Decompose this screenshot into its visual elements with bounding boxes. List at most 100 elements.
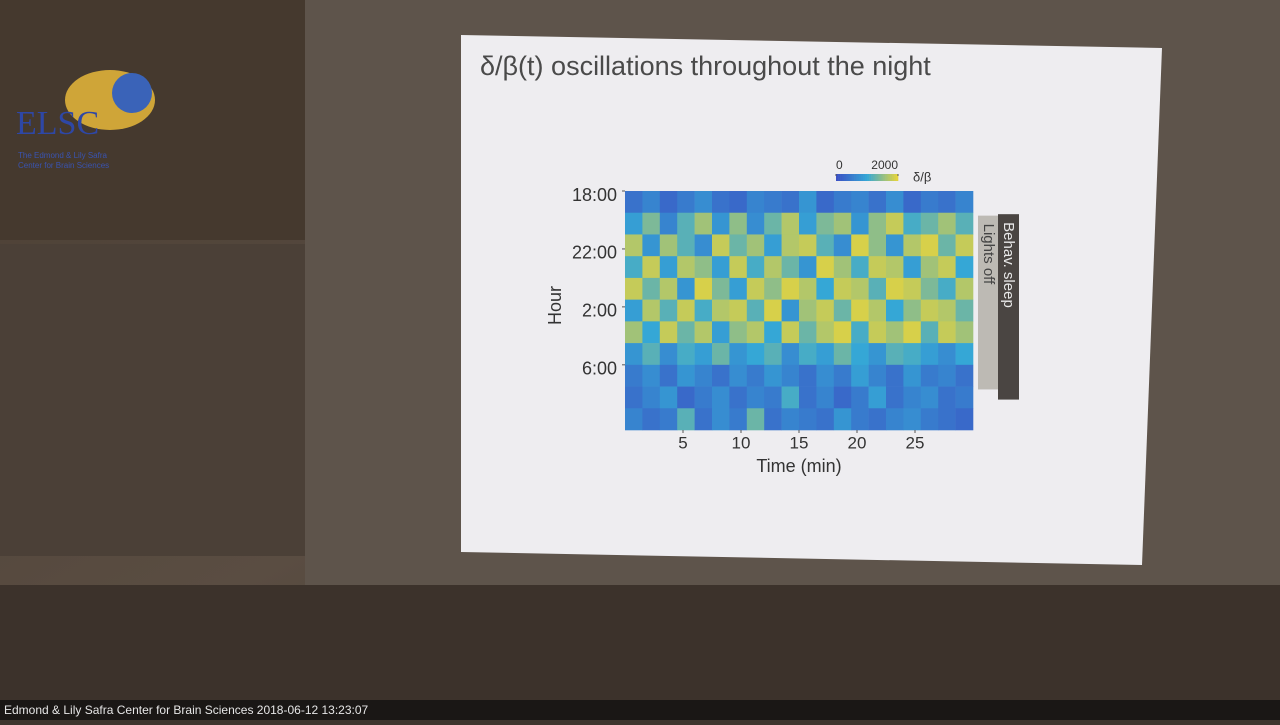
heat-cell	[677, 256, 695, 279]
heat-cell	[694, 408, 713, 431]
heat-cell	[868, 191, 887, 214]
heat-cell	[833, 277, 852, 300]
heat-cell	[729, 256, 748, 279]
heat-cell	[851, 299, 869, 322]
heat-cell	[642, 321, 661, 344]
heat-cell	[833, 191, 852, 214]
heat-cell	[764, 277, 782, 300]
heat-cell	[781, 408, 800, 431]
heat-cell	[833, 408, 852, 431]
heat-cell	[938, 234, 956, 257]
heat-cell	[625, 212, 643, 235]
logo-line: The Edmond & Lily Safra	[18, 151, 107, 160]
heat-cell	[764, 408, 782, 431]
heat-cell	[851, 321, 869, 344]
heat-cell	[746, 343, 765, 366]
heat-cell	[903, 234, 922, 257]
colorbar-segment	[885, 174, 888, 181]
heat-cell	[920, 408, 939, 431]
heat-cell	[868, 321, 887, 344]
heat-cell	[955, 212, 974, 235]
heat-cell	[625, 299, 643, 322]
heat-cell	[729, 191, 748, 214]
heat-cell	[677, 234, 695, 257]
heat-cell	[625, 191, 643, 214]
heat-cell	[642, 191, 661, 214]
heat-cell	[694, 321, 713, 344]
heat-cell	[659, 256, 678, 279]
heat-cell	[659, 277, 678, 300]
heat-cell	[920, 212, 939, 235]
heat-cell	[851, 386, 869, 409]
heat-cell	[920, 343, 939, 366]
heat-cell	[746, 212, 765, 235]
heat-cell	[920, 299, 939, 322]
x-tick-label: 5	[678, 433, 687, 452]
colorbar-segment	[871, 174, 874, 181]
band-bar	[978, 215, 999, 390]
heat-cell	[938, 386, 956, 409]
heat-cell	[903, 364, 922, 387]
heat-cell	[642, 408, 661, 431]
heat-cell	[712, 321, 730, 344]
heat-cell	[833, 343, 852, 366]
heat-cell	[729, 364, 748, 387]
colorbar-segment	[889, 174, 893, 181]
heat-cell	[694, 277, 713, 300]
heat-cell	[799, 321, 817, 344]
colorbar-segment	[850, 174, 853, 181]
heat-cell	[694, 256, 713, 279]
heat-cell	[746, 234, 765, 257]
heat-cell	[764, 256, 782, 279]
colorbar-segment	[854, 174, 857, 181]
heat-cell	[886, 343, 904, 366]
wall-panel	[0, 0, 305, 240]
heat-cell	[938, 277, 956, 300]
heat-cell	[886, 256, 904, 279]
heat-cell	[781, 386, 800, 409]
heat-cell	[781, 343, 800, 366]
heat-cell	[816, 364, 835, 387]
heat-cell	[799, 191, 817, 214]
heat-cell	[625, 364, 643, 387]
heat-cell	[729, 343, 748, 366]
heat-cell	[764, 343, 782, 366]
band-label: Behav. sleep	[1000, 222, 1017, 308]
colorbar-segment	[887, 174, 891, 181]
heat-cell	[920, 364, 939, 387]
colorbar-segment	[891, 174, 895, 181]
heat-cell	[903, 343, 922, 366]
heat-cell	[868, 277, 887, 300]
heat-cell	[816, 212, 835, 235]
heat-cell	[694, 191, 713, 214]
heat-cell	[868, 212, 887, 235]
heat-cell	[816, 321, 835, 344]
heat-cell	[886, 386, 904, 409]
heat-cell	[851, 343, 869, 366]
footer-text: Edmond & Lily Safra Center for Brain Sci…	[4, 703, 369, 717]
heat-cell	[799, 277, 817, 300]
heat-cell	[833, 234, 852, 257]
heat-cell	[799, 408, 817, 431]
logo-globe	[112, 73, 152, 113]
colorbar-segment	[836, 174, 839, 181]
heat-cell	[625, 277, 643, 300]
heat-cell	[868, 364, 887, 387]
heat-cell	[938, 343, 956, 366]
colorbar-segment	[895, 174, 899, 181]
colorbar-segment	[840, 174, 843, 181]
heat-cell	[833, 299, 852, 322]
heat-cell	[625, 343, 643, 366]
heat-cell	[833, 321, 852, 344]
heat-cell	[816, 386, 835, 409]
heat-cell	[659, 234, 678, 257]
heat-cell	[833, 386, 852, 409]
heat-cell	[920, 234, 939, 257]
y-tick-label: 6:00	[582, 359, 617, 379]
heat-cell	[868, 408, 887, 431]
heat-cell	[781, 364, 800, 387]
heat-cell	[712, 191, 730, 214]
heat-cell	[712, 386, 730, 409]
colorbar-segment	[877, 174, 880, 181]
